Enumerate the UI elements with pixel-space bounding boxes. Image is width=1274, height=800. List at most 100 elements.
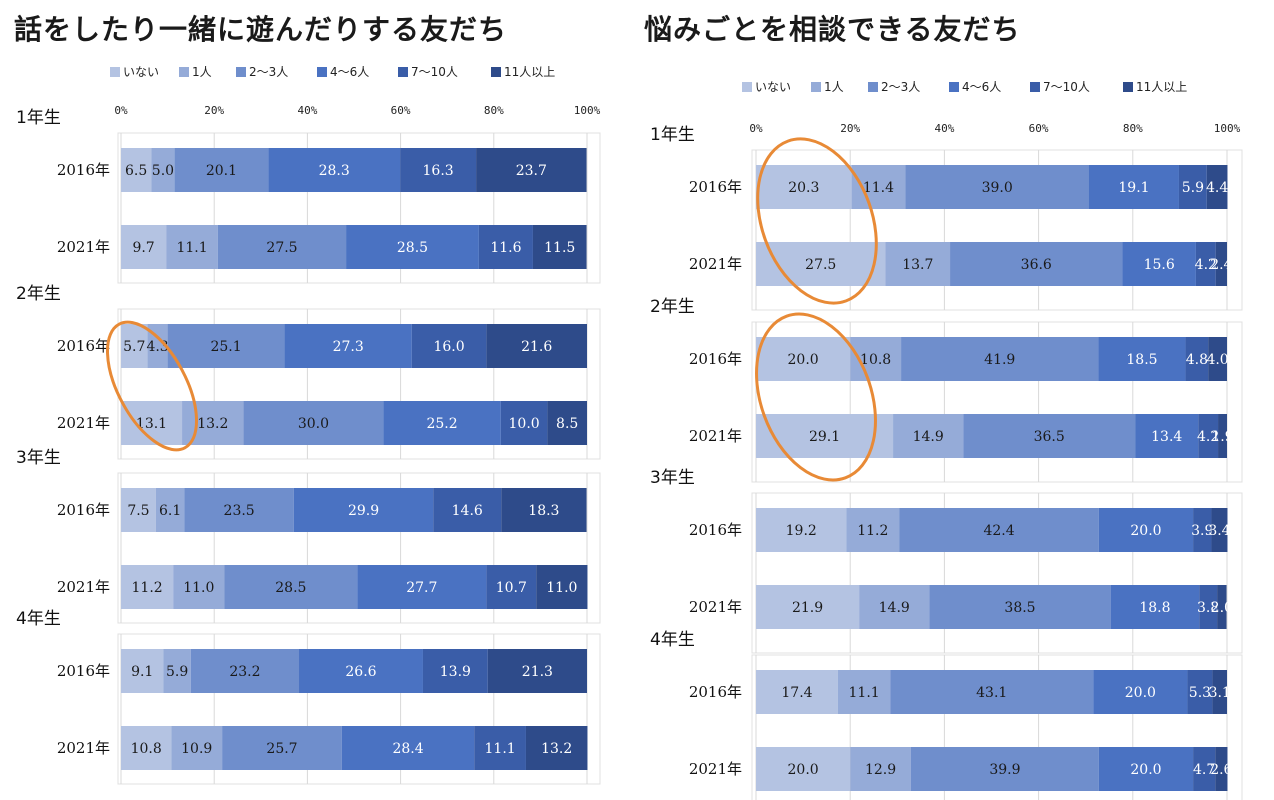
data-label: 10.7 (496, 580, 527, 596)
data-label: 14.9 (913, 429, 944, 445)
axis-tick-label: 60% (391, 104, 411, 117)
legend-swatch (236, 67, 246, 77)
bar-segment (121, 488, 156, 532)
bar-segment (1193, 508, 1212, 552)
data-label: 11.0 (546, 580, 577, 596)
bar-segment (171, 726, 223, 770)
bar-segment (163, 649, 191, 693)
data-label: 13.1 (136, 416, 167, 432)
data-label: 5.9 (1182, 180, 1204, 196)
data-label: 39.0 (982, 180, 1013, 196)
bar-segment (837, 670, 891, 714)
data-label: 10.9 (181, 741, 212, 757)
axis-tick-label: 100% (574, 104, 601, 117)
bar-segment (293, 488, 434, 532)
group-frame (751, 492, 1243, 654)
grade-label: 2年生 (650, 297, 695, 317)
data-label: 2.6 (1210, 762, 1232, 778)
data-label: 11.1 (849, 685, 880, 701)
bar-segment (1212, 670, 1227, 714)
bar-segment (357, 565, 487, 609)
bar-segment (121, 225, 167, 269)
bar-segment (1135, 414, 1199, 458)
axis-tick-label: 0% (114, 104, 128, 117)
data-label: 11.1 (485, 741, 516, 757)
bar-segment (121, 649, 164, 693)
chart-panel-friends-play: 話をしたり一緒に遊んだりする友だち いない 1人 2〜3人 4〜6人 7〜10人 11人以… (0, 0, 620, 800)
data-label: 18.3 (528, 503, 559, 519)
legend-swatch (811, 82, 821, 92)
bar-segment (901, 337, 1099, 381)
data-label: 9.7 (132, 240, 154, 256)
legend-swatch (1123, 82, 1133, 92)
bar-segment (950, 242, 1123, 286)
bar-segment (486, 565, 537, 609)
data-label: 13.4 (1151, 429, 1182, 445)
data-label: 5.0 (152, 163, 174, 179)
data-label: 7.5 (127, 503, 149, 519)
chart-svg-friends-play: いない 1人 2〜3人 4〜6人 7〜10人 11人以上 0% 20% 40% 60% 80% 100… (16, 65, 601, 785)
bar-segment (1178, 165, 1207, 209)
data-label: 27.3 (333, 339, 364, 355)
bar-segment (1098, 747, 1194, 791)
data-label: 23.2 (229, 664, 260, 680)
axis-tick-label: 80% (484, 104, 504, 117)
bar-segment (846, 508, 900, 552)
data-label: 42.4 (983, 523, 1014, 539)
data-label: 39.9 (989, 762, 1020, 778)
axis-tick-label: 0% (749, 122, 763, 135)
data-label: 38.5 (1004, 600, 1035, 616)
bar-segment (174, 148, 269, 192)
data-label: 26.6 (345, 664, 376, 680)
group-frame (751, 321, 1243, 483)
data-label: 3.8 (1197, 600, 1219, 616)
data-label: 4.7 (1193, 762, 1215, 778)
bar-segment (532, 225, 587, 269)
highlight-ellipse (105, 320, 199, 452)
legend-label: 2〜3人 (881, 80, 920, 94)
year-label: 2021年 (57, 739, 110, 757)
axis-tick-label: 40% (934, 122, 954, 135)
data-label: 13.2 (197, 416, 228, 432)
legend-label: 11人以上 (1136, 80, 1187, 94)
year-label: 2021年 (689, 760, 742, 778)
data-label: 1.9 (1211, 429, 1233, 445)
bar-segment (121, 565, 174, 609)
bar-segment (756, 508, 847, 552)
legend-label: 1人 (824, 80, 844, 94)
bar-segment (121, 726, 172, 770)
data-label: 29.1 (809, 429, 840, 445)
axis-tick-label: 60% (1029, 122, 1049, 135)
bar-segment (1198, 414, 1219, 458)
group-frame (751, 654, 1243, 800)
data-label: 27.5 (805, 257, 836, 273)
data-label: 4.2 (1195, 257, 1217, 273)
legend-swatch (949, 82, 959, 92)
bar-segment (859, 585, 930, 629)
data-label: 4.8 (1186, 352, 1208, 368)
year-label: 2016年 (57, 662, 110, 680)
data-label: 41.9 (984, 352, 1015, 368)
data-label: 5.9 (166, 664, 188, 680)
data-label: 43.1 (976, 685, 1007, 701)
bar-segment (1211, 508, 1228, 552)
data-label: 4.4 (1206, 180, 1228, 196)
data-label: 23.5 (224, 503, 255, 519)
bar-segment (1088, 165, 1179, 209)
bar-segment (284, 324, 412, 368)
data-label: 28.5 (397, 240, 428, 256)
data-label: 3.1 (1209, 685, 1231, 701)
data-label: 28.5 (275, 580, 306, 596)
grade-label: 2年生 (16, 284, 61, 304)
legend-label: いない (123, 65, 159, 79)
data-label: 19.1 (1118, 180, 1149, 196)
year-label: 2016年 (689, 178, 742, 196)
bar-segment (166, 225, 218, 269)
legend-label: 2〜3人 (249, 65, 288, 79)
bar-segment (1093, 670, 1188, 714)
bar-segment (121, 324, 148, 368)
data-label: 20.0 (1130, 523, 1161, 539)
bar-segment (1218, 414, 1227, 458)
chart-title: 悩みごとを相談できる友だち (644, 13, 1021, 46)
legend-swatch (491, 67, 501, 77)
